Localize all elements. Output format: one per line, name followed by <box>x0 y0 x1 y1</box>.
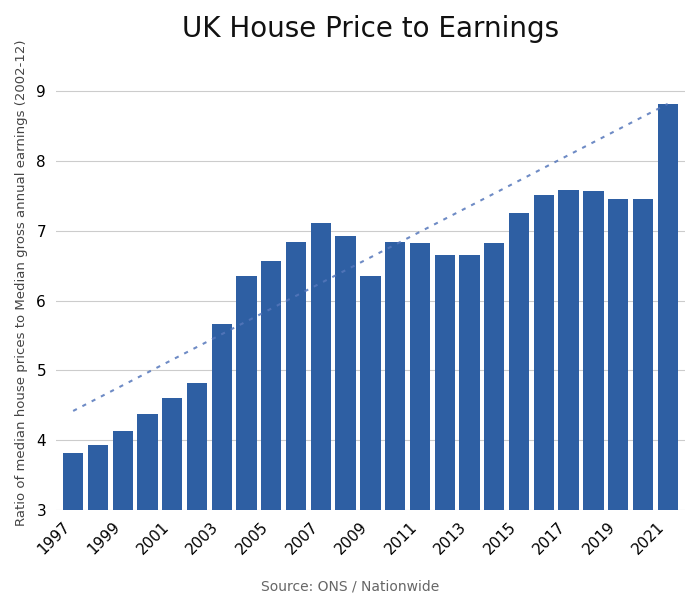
Bar <box>88 445 108 596</box>
Bar <box>533 195 554 596</box>
Bar <box>360 275 381 596</box>
Bar <box>583 191 603 596</box>
Bar <box>633 199 653 596</box>
Bar <box>261 261 281 596</box>
Bar <box>113 431 133 596</box>
Bar <box>657 104 678 596</box>
Bar <box>435 255 455 596</box>
Bar <box>559 190 579 596</box>
Bar <box>335 236 356 596</box>
Bar <box>187 383 207 596</box>
Bar <box>286 242 306 596</box>
Bar <box>162 398 183 596</box>
Text: Source: ONS / Nationwide: Source: ONS / Nationwide <box>261 579 439 593</box>
Bar <box>385 242 405 596</box>
Bar <box>608 199 629 596</box>
Bar <box>63 453 83 596</box>
Bar <box>137 414 158 596</box>
Bar <box>459 255 480 596</box>
Bar <box>509 213 529 596</box>
Bar <box>211 324 232 596</box>
Bar <box>410 243 430 596</box>
Bar <box>484 243 505 596</box>
Y-axis label: Ratio of median house prices to Median gross annual earnings (2002-12): Ratio of median house prices to Median g… <box>15 40 28 526</box>
Title: UK House Price to Earnings: UK House Price to Earnings <box>182 15 559 43</box>
Bar <box>237 275 257 596</box>
Bar <box>311 222 331 596</box>
